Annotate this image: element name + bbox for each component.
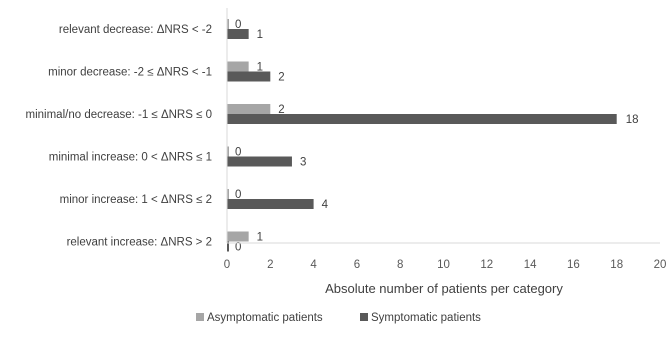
data-label: 3 xyxy=(300,157,306,169)
bar-asymptomatic xyxy=(227,231,249,242)
x-axis-title: Absolute number of patients per category xyxy=(325,281,563,296)
x-tick-label: 6 xyxy=(354,259,360,271)
category-label: minor decrease: -2 ≤ ΔNRS < -1 xyxy=(48,67,212,79)
bar-asymptomatic xyxy=(227,104,271,114)
data-label: 0 xyxy=(235,189,241,201)
bar-symptomatic xyxy=(227,114,617,124)
bar-asymptomatic xyxy=(227,19,229,29)
x-tick-label: 20 xyxy=(654,259,667,271)
category-label: minor increase: 1 < ΔNRS ≤ 2 xyxy=(60,194,212,206)
bar-asymptomatic xyxy=(227,61,249,72)
data-label: 1 xyxy=(257,29,263,41)
x-tick-label: 14 xyxy=(524,259,537,271)
data-label: 0 xyxy=(235,19,241,31)
bar-symptomatic xyxy=(227,241,229,252)
legend-swatch xyxy=(360,313,368,321)
bar-symptomatic xyxy=(227,29,249,39)
bar-symptomatic xyxy=(227,156,292,167)
data-label: 2 xyxy=(278,72,284,84)
x-tick-label: 16 xyxy=(567,259,580,271)
bar-symptomatic xyxy=(227,71,271,82)
x-tick-label: 2 xyxy=(267,259,273,271)
data-label: 1 xyxy=(257,62,263,74)
x-tick-label: 8 xyxy=(397,259,403,271)
bar-asymptomatic xyxy=(227,189,229,199)
data-label: 2 xyxy=(278,104,284,116)
legend-label: Asymptomatic patients xyxy=(207,312,323,324)
category-label: relevant decrease: ΔNRS < -2 xyxy=(59,24,212,36)
bar-asymptomatic xyxy=(227,146,229,157)
data-label: 1 xyxy=(257,232,263,244)
category-label: minimal increase: 0 < ΔNRS ≤ 1 xyxy=(49,152,212,164)
data-label: 18 xyxy=(626,114,639,126)
category-label: relevant increase: ΔNRS > 2 xyxy=(67,237,212,249)
x-tick-label: 12 xyxy=(480,259,493,271)
x-tick-label: 10 xyxy=(437,259,450,271)
x-tick-label: 18 xyxy=(610,259,623,271)
x-tick-label: 4 xyxy=(310,259,317,271)
legend-label: Symptomatic patients xyxy=(371,312,481,324)
category-label: minimal/no decrease: -1 ≤ ΔNRS ≤ 0 xyxy=(26,109,212,121)
x-tick-label: 0 xyxy=(224,259,230,271)
data-label: 0 xyxy=(235,242,241,254)
data-label: 4 xyxy=(322,199,329,211)
legend-swatch xyxy=(196,313,204,321)
bar-symptomatic xyxy=(227,199,314,209)
data-label: 0 xyxy=(235,147,241,159)
